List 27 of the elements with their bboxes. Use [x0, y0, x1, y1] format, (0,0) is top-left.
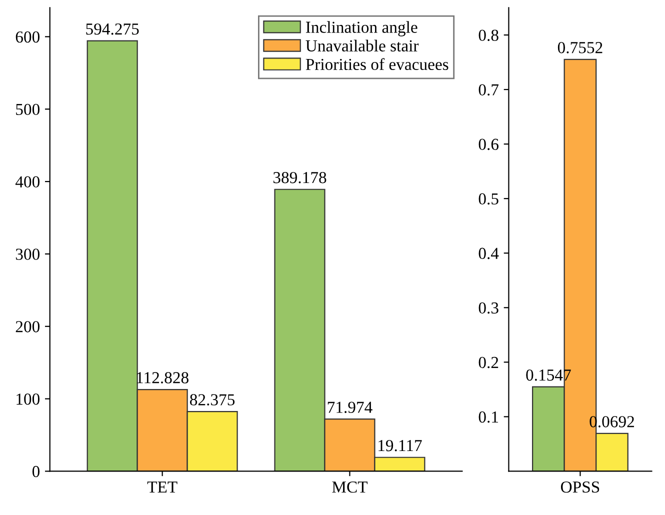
- y-tick-label: 500: [16, 104, 40, 116]
- x-tick-label: MCT: [332, 481, 368, 493]
- data-label: 71.974: [328, 402, 372, 414]
- legend-label: Priorities of evacuees: [306, 58, 448, 70]
- y-tick-label: 0.7: [478, 84, 499, 96]
- y-tick-label: 200: [16, 321, 40, 332]
- y-tick-label: 300: [16, 248, 40, 260]
- y-tick-label: 0.5: [478, 193, 498, 205]
- y-tick-label: 0.4: [478, 248, 499, 260]
- y-tick-label: 100: [16, 394, 40, 405]
- data-label: 0.7552: [558, 42, 602, 54]
- y-tick-label: 0: [32, 466, 40, 478]
- y-tick-label: 0.3: [478, 302, 498, 314]
- y-tick-label: 0.6: [478, 138, 499, 150]
- x-tick-label: TET: [147, 482, 178, 493]
- x-tick-label: OPSS: [560, 481, 600, 493]
- y-tick-label: 400: [15, 176, 40, 188]
- data-label: 19.117: [378, 440, 422, 452]
- data-label: 594.275: [86, 23, 139, 35]
- data-label: 389.178: [273, 172, 326, 184]
- y-tick-label: 0.1: [478, 411, 498, 423]
- data-label: 82.375: [190, 394, 235, 406]
- legend-label: Inclination angle: [306, 21, 418, 36]
- legend-label: Unavailable stair: [306, 40, 419, 52]
- y-tick-label: 600: [16, 31, 40, 43]
- y-tick-label: 0.8: [478, 30, 498, 42]
- y-tick-label: 0.2: [478, 356, 498, 368]
